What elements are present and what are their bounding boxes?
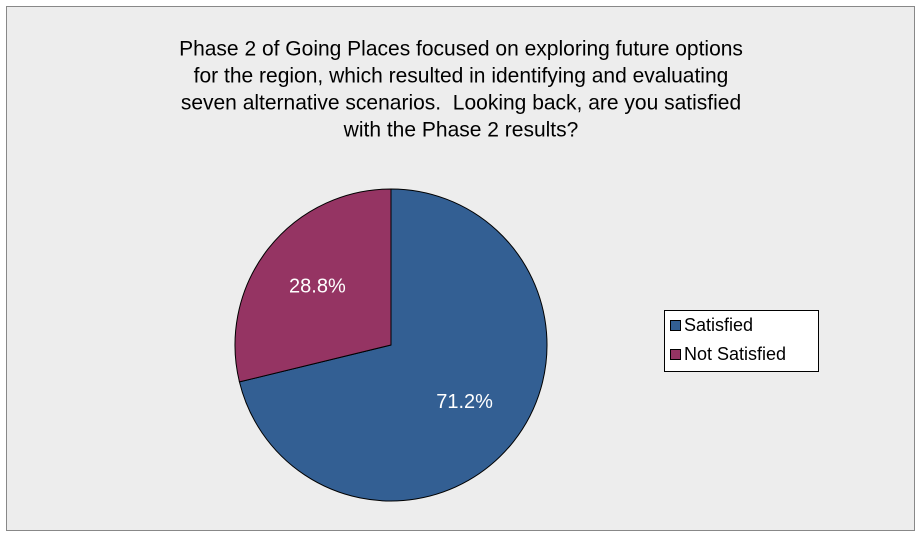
legend-box — [664, 310, 819, 372]
pie-slice — [238, 188, 548, 502]
legend-label: Not Satisfied — [684, 344, 786, 364]
pie-slice — [234, 188, 392, 383]
legend-label: Satisfied — [684, 315, 753, 335]
chart-title: seven alternative scenarios. Looking bac… — [181, 92, 741, 115]
chart-title: Phase 2 of Going Places focused on explo… — [179, 38, 743, 61]
chart-title: with the Phase 2 results? — [343, 119, 579, 142]
chart-title: for the region, which resulted in identi… — [194, 65, 729, 88]
legend-swatch — [670, 320, 681, 331]
data-label: 28.8% — [289, 275, 346, 297]
legend-swatch — [670, 349, 681, 360]
data-label: 71.2% — [436, 391, 493, 413]
